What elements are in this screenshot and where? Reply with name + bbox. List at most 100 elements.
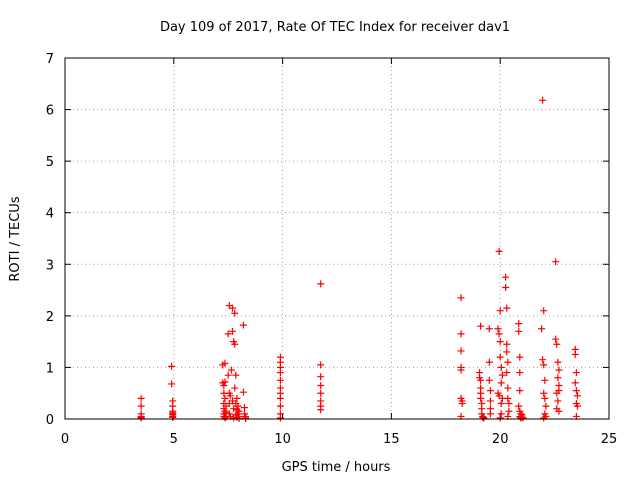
data-point bbox=[496, 353, 504, 361]
data-point bbox=[276, 376, 284, 384]
data-point bbox=[554, 374, 562, 382]
data-point bbox=[571, 351, 579, 359]
data-point bbox=[505, 400, 513, 408]
data-point bbox=[457, 330, 465, 338]
y-tick-label: 0 bbox=[46, 413, 54, 428]
data-point bbox=[457, 294, 465, 302]
x-tick-label: 20 bbox=[492, 432, 509, 447]
data-point bbox=[477, 376, 485, 384]
data-point bbox=[241, 404, 249, 412]
data-point bbox=[317, 280, 325, 288]
data-point bbox=[276, 414, 284, 422]
data-point bbox=[221, 414, 229, 422]
data-point bbox=[503, 340, 511, 348]
data-point bbox=[457, 366, 465, 374]
y-tick-label: 5 bbox=[46, 155, 54, 170]
data-point bbox=[573, 392, 581, 400]
data-point bbox=[230, 405, 238, 413]
data-point bbox=[497, 410, 505, 418]
data-point bbox=[540, 307, 548, 315]
data-point bbox=[234, 402, 242, 410]
data-point bbox=[539, 96, 547, 104]
data-point bbox=[515, 402, 523, 410]
data-point bbox=[541, 394, 549, 402]
data-point bbox=[538, 325, 546, 333]
data-point bbox=[516, 353, 524, 361]
data-point bbox=[554, 358, 562, 366]
data-point bbox=[486, 410, 494, 418]
data-point bbox=[224, 371, 232, 379]
data-point bbox=[503, 369, 511, 377]
data-point bbox=[231, 309, 239, 317]
data-point bbox=[555, 366, 563, 374]
data-point bbox=[497, 363, 505, 371]
data-point bbox=[519, 414, 527, 422]
data-point bbox=[496, 338, 504, 346]
data-point bbox=[495, 330, 503, 338]
x-tick-label: 15 bbox=[383, 432, 400, 447]
data-point bbox=[221, 378, 229, 386]
data-point bbox=[457, 347, 465, 355]
axis-ticks bbox=[64, 57, 610, 420]
data-point bbox=[497, 379, 505, 387]
data-point bbox=[231, 340, 239, 348]
data-point bbox=[221, 407, 229, 415]
data-point bbox=[168, 362, 176, 370]
y-tick-label: 4 bbox=[46, 207, 54, 222]
y-tick-label: 6 bbox=[46, 104, 54, 119]
data-point bbox=[480, 414, 488, 422]
data-point bbox=[224, 330, 232, 338]
chart-title: Day 109 of 2017, Rate Of TEC Index for r… bbox=[160, 20, 510, 35]
data-point bbox=[504, 384, 512, 392]
data-point bbox=[221, 359, 229, 367]
data-point bbox=[317, 361, 325, 369]
data-point bbox=[227, 366, 235, 374]
data-point bbox=[317, 381, 325, 389]
data-point bbox=[540, 361, 548, 369]
x-tick-label: 5 bbox=[170, 432, 178, 447]
data-point bbox=[276, 394, 284, 402]
data-point bbox=[229, 327, 237, 335]
data-point bbox=[555, 387, 563, 395]
data-point bbox=[540, 389, 548, 397]
data-point bbox=[502, 273, 510, 281]
data-point bbox=[486, 387, 494, 395]
data-point bbox=[137, 394, 145, 402]
data-point bbox=[504, 358, 512, 366]
data-point bbox=[231, 384, 239, 392]
x-tick-label: 0 bbox=[61, 432, 69, 447]
data-point bbox=[486, 397, 494, 405]
y-axis-label: ROTI / TECUs bbox=[8, 196, 23, 281]
data-point bbox=[552, 335, 560, 343]
data-point bbox=[555, 407, 563, 415]
data-point bbox=[539, 356, 547, 364]
data-point bbox=[503, 304, 511, 312]
data-point bbox=[515, 327, 523, 335]
y-tick-label: 7 bbox=[46, 52, 54, 67]
data-point bbox=[226, 392, 234, 400]
data-point bbox=[485, 325, 493, 333]
data-point bbox=[515, 320, 523, 328]
data-point bbox=[502, 283, 510, 291]
data-point bbox=[505, 407, 513, 415]
data-point bbox=[485, 376, 493, 384]
data-point bbox=[242, 414, 250, 422]
y-axis-tick-labels: 0 1 2 3 4 5 6 7 bbox=[46, 52, 54, 428]
data-points bbox=[137, 96, 581, 422]
data-point bbox=[572, 387, 580, 395]
data-point bbox=[572, 369, 580, 377]
data-point bbox=[571, 379, 579, 387]
data-point bbox=[485, 358, 493, 366]
y-tick-label: 1 bbox=[46, 361, 54, 376]
data-point bbox=[137, 414, 145, 422]
data-point bbox=[235, 414, 243, 422]
data-point bbox=[276, 369, 284, 377]
data-point bbox=[552, 258, 560, 266]
data-point bbox=[495, 247, 503, 255]
data-point bbox=[573, 402, 581, 410]
data-point bbox=[477, 394, 485, 402]
data-point bbox=[497, 400, 505, 408]
x-axis-label: GPS time / hours bbox=[282, 460, 391, 475]
data-point bbox=[554, 397, 562, 405]
